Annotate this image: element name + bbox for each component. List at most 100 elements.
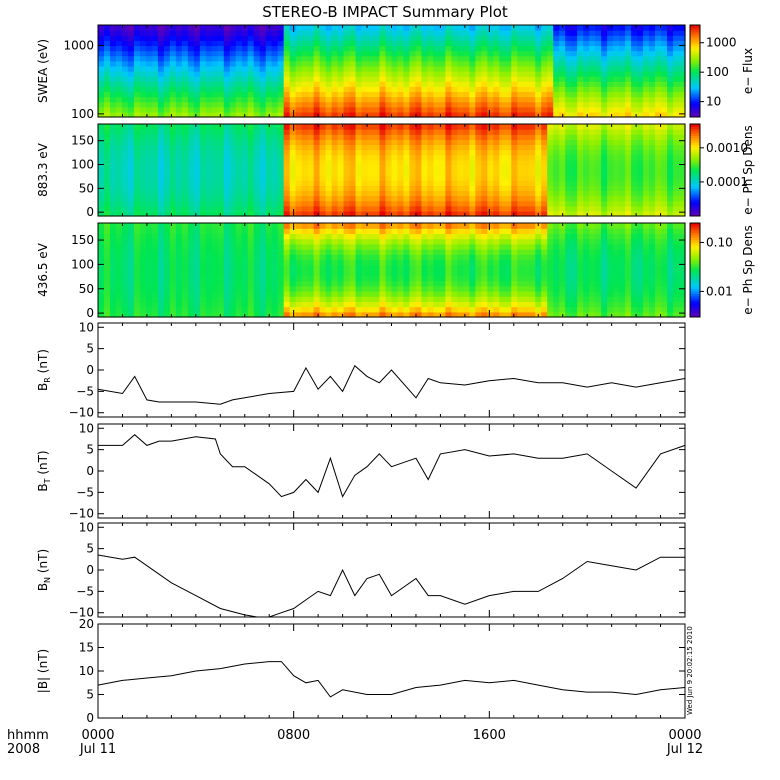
heatmap-cell — [205, 275, 213, 282]
heatmap-cell — [385, 311, 393, 318]
heatmap-cell — [217, 81, 225, 87]
heatmap-cell — [415, 180, 423, 186]
heatmap-cell — [511, 76, 518, 82]
heatmap-cell — [271, 210, 279, 217]
heatmap-cell — [487, 30, 494, 36]
heatmap-cell — [217, 35, 225, 41]
heatmap-cell — [259, 111, 267, 118]
heatmap-cell — [619, 210, 626, 217]
heatmap-cell — [199, 280, 207, 287]
heatmap-cell — [385, 205, 393, 212]
heatmap-cell — [145, 311, 153, 318]
heatmap-cell — [187, 285, 195, 292]
heatmap-cell — [397, 111, 405, 118]
heatmap-cell — [415, 254, 423, 261]
heatmap-cell — [427, 60, 435, 67]
heatmap-cell — [283, 190, 291, 197]
heatmap-cell — [235, 190, 243, 197]
heatmap-cell — [223, 30, 231, 36]
heatmap-cell — [487, 101, 494, 108]
heatmap-cell — [145, 76, 153, 82]
heatmap-cell — [271, 200, 279, 207]
heatmap-cell — [601, 159, 608, 166]
heatmap-cell — [487, 129, 494, 135]
heatmap-cell — [373, 164, 381, 171]
heatmap-cell — [445, 254, 452, 261]
heatmap-cell — [199, 175, 207, 181]
heatmap-cell — [403, 91, 411, 98]
heatmap-cell — [595, 106, 602, 113]
heatmap-cell — [577, 139, 584, 146]
heatmap-cell — [445, 40, 452, 47]
heatmap-cell — [409, 249, 417, 255]
heatmap-cell — [139, 154, 147, 161]
heatmap-cell — [145, 301, 153, 308]
heatmap-cell — [523, 40, 530, 47]
heatmap-cell — [499, 154, 506, 161]
heatmap-cell — [487, 45, 494, 52]
heatmap-cell — [139, 40, 147, 47]
heatmap-cell — [529, 86, 536, 93]
heatmap-cell — [673, 91, 680, 98]
heatmap-cell — [133, 195, 141, 202]
heatmap-cell — [559, 35, 566, 41]
heatmap-cell — [253, 71, 261, 77]
heatmap-cell — [613, 50, 620, 57]
heatmap-cell — [475, 144, 482, 151]
heatmap-cell — [247, 243, 255, 250]
heatmap-cell — [661, 65, 668, 72]
heatmap-cell — [103, 223, 111, 229]
heatmap-cell — [295, 311, 303, 318]
heatmap-cell — [445, 306, 452, 313]
heatmap-cell — [403, 285, 411, 292]
heatmap-cell — [571, 40, 578, 47]
heatmap-cell — [655, 180, 662, 186]
heatmap-cell — [487, 210, 494, 217]
heatmap-cell — [541, 45, 548, 52]
heatmap-cell — [367, 65, 375, 72]
heatmap-cell — [535, 134, 542, 140]
heatmap-cell — [499, 60, 506, 67]
heatmap-cell — [529, 210, 536, 217]
heatmap-cell — [187, 129, 195, 135]
heatmap-cell — [253, 254, 261, 261]
heatmap-cell — [223, 228, 231, 235]
heatmap-cell — [565, 149, 572, 156]
heatmap-cell — [133, 210, 141, 217]
heatmap-cell — [98, 30, 105, 36]
heatmap-cell — [517, 210, 524, 217]
heatmap-cell — [625, 180, 632, 186]
heatmap-cell — [481, 111, 488, 118]
heatmap-cell — [349, 311, 357, 318]
heatmap-cell — [265, 259, 273, 266]
heatmap-cell — [391, 55, 399, 62]
heatmap-cell — [121, 243, 129, 250]
heatmap-cell — [355, 50, 363, 57]
heatmap-cell — [229, 296, 237, 302]
heatmap-cell — [679, 129, 686, 135]
heatmap-cell — [319, 144, 327, 151]
heatmap-cell — [553, 45, 560, 52]
heatmap-cell — [181, 210, 189, 217]
heatmap-cell — [403, 65, 411, 72]
heatmap-cell — [433, 190, 441, 197]
heatmap-cell — [313, 60, 321, 67]
heatmap-cell — [229, 40, 237, 47]
heatmap-cell — [439, 144, 447, 151]
heatmap-cell — [577, 210, 584, 217]
heatmap-cell — [253, 270, 261, 276]
heatmap-cell — [217, 101, 225, 108]
heatmap-cell — [115, 296, 123, 302]
heatmap-cell — [109, 164, 117, 171]
heatmap-cell — [643, 86, 650, 93]
heatmap-cell — [301, 96, 309, 103]
heatmap-cell — [529, 50, 536, 57]
heatmap-cell — [451, 124, 458, 130]
heatmap-cell — [493, 170, 500, 176]
heatmap-cell — [475, 164, 482, 171]
heatmap-cell — [169, 285, 177, 292]
heatmap-cell — [595, 91, 602, 98]
heatmap-cell — [661, 40, 668, 47]
heatmap-cell — [421, 170, 429, 176]
heatmap-cell — [325, 159, 333, 166]
